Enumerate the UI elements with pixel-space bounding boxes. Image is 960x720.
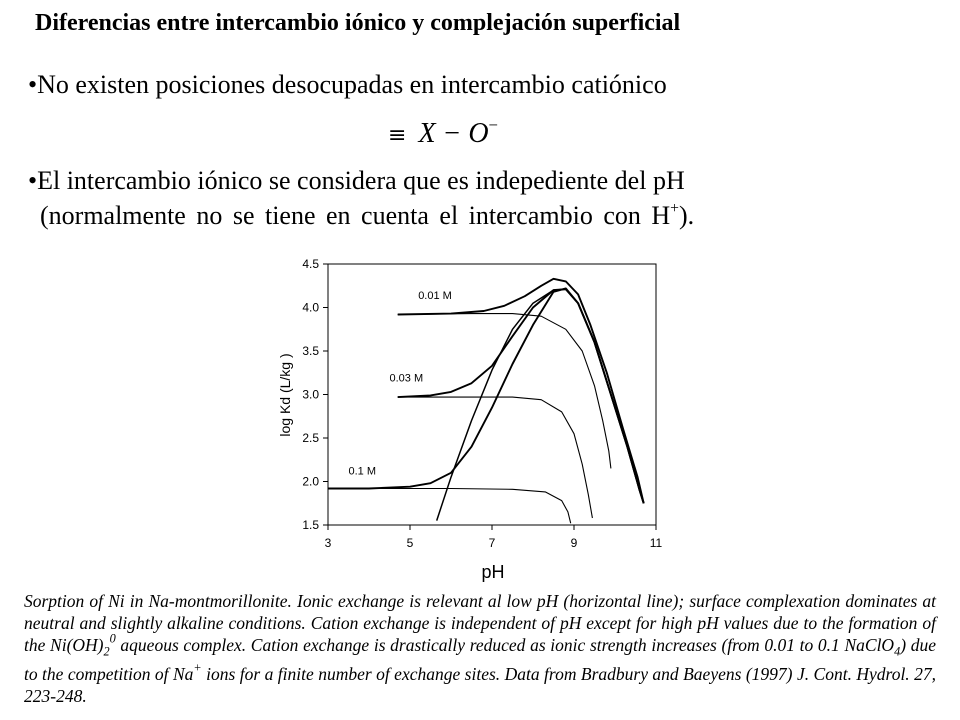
- caption-sup-2: +: [193, 659, 202, 674]
- caption-text-1: Sorption of Ni in Na-montmorillonite. Io…: [24, 591, 936, 655]
- ionic-strength-label: 0.03 M: [390, 372, 424, 384]
- x-tick-label: 5: [407, 536, 414, 550]
- series-exchange-line: [328, 487, 572, 524]
- y-axis-ticks: 1.5 2.0 2.5 3.0 3.5 4.0 4.5: [302, 257, 328, 532]
- sorption-chart: 1.5 2.0 2.5 3.0 3.5 4.0 4.5 3 5 7 9 11 0.01 M 0.03 …: [277, 257, 663, 582]
- y-tick-label: 4.0: [302, 301, 319, 315]
- x-tick-label: 11: [650, 536, 663, 550]
- series-total-line: [397, 288, 645, 504]
- proton-charge: +: [670, 200, 679, 218]
- annotations: 0.01 M 0.03 M 0.1 M: [349, 290, 452, 478]
- caption-text-2: aqueous complex. Cation exchange is dras…: [115, 635, 895, 655]
- ionic-strength-label: 0.1 M: [349, 466, 377, 478]
- series-complexation-line: [435, 288, 645, 521]
- y-axis-label: log Kd (L/kg ): [277, 353, 293, 436]
- bullet-ph-independence: •El intercambio iónico se considera que …: [28, 166, 685, 195]
- series-layer: [328, 277, 645, 524]
- plot-frame: [327, 263, 657, 526]
- caption-sub-2: 4: [894, 644, 901, 659]
- x-axis-label: pH: [481, 562, 504, 582]
- x-tick-label: 7: [489, 536, 496, 550]
- caption-sup-1: 0: [109, 631, 116, 646]
- x-tick-label: 3: [325, 536, 332, 550]
- y-tick-label: 1.5: [302, 518, 319, 532]
- bullet-text: (normalmente no se tiene en cuenta el in…: [40, 201, 671, 230]
- caption-text-3: ) due to the competition of Na: [24, 635, 936, 684]
- bullet-vacant-positions: •No existen posiciones desocupadas en in…: [28, 70, 667, 99]
- caption-sub-1: 2: [103, 644, 110, 659]
- y-tick-label: 3.0: [302, 388, 319, 402]
- formula-charge: −: [488, 115, 499, 135]
- x-axis-ticks: 3 5 7 9 11: [325, 525, 663, 550]
- series-total-line: [397, 277, 645, 504]
- y-tick-label: 4.5: [302, 257, 319, 271]
- y-tick-label: 3.5: [302, 344, 319, 358]
- bullet-ph-independence-continued: (normalmente no se tiene en cuenta el in…: [40, 201, 694, 231]
- series-exchange-line: [397, 396, 593, 519]
- slide-title: Diferencias entre intercambio iónico y c…: [35, 10, 681, 36]
- identity-symbol: ≡: [388, 123, 407, 148]
- surface-site-formula: ≡ X − O−: [388, 115, 499, 150]
- bullet-text-end: ).: [678, 201, 695, 230]
- y-tick-label: 2.0: [302, 475, 319, 489]
- x-tick-label: 9: [571, 536, 578, 550]
- figure-caption: Sorption of Ni in Na-montmorillonite. Io…: [24, 590, 936, 707]
- ionic-strength-label: 0.01 M: [418, 290, 452, 302]
- y-tick-label: 2.5: [302, 431, 319, 445]
- caption-text-4: ions for a finite number of exchange sit…: [24, 663, 936, 706]
- formula-expression: X − O: [418, 118, 489, 149]
- series-exchange-line: [397, 313, 612, 469]
